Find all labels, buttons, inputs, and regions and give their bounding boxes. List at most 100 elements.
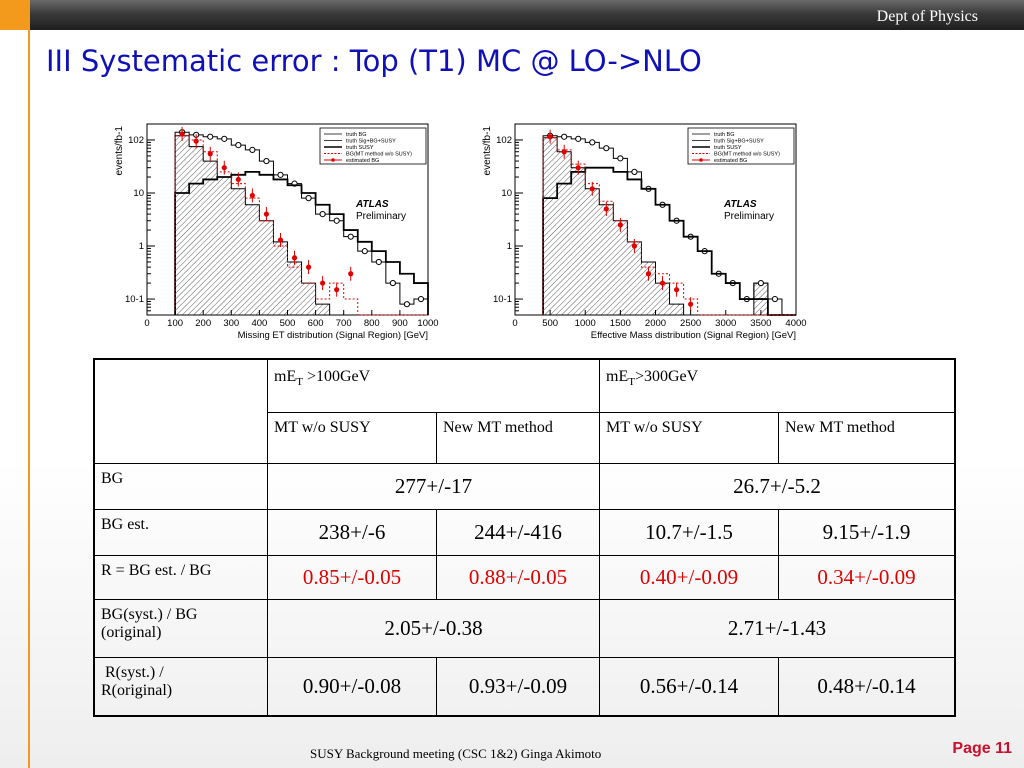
atlas-label: ATLAS bbox=[355, 199, 389, 210]
estimated-bg-point bbox=[249, 192, 255, 199]
table-cell: 10.7+/-1.5 bbox=[599, 509, 779, 556]
table-row-r: R = BG est. / BG 0.85+/-0.05 0.88+/-0.05… bbox=[93, 555, 956, 600]
x-tick-label: 4000 bbox=[785, 318, 806, 329]
estimated-bg-point bbox=[589, 186, 595, 192]
x-tick-label: 2500 bbox=[680, 318, 701, 329]
x-axis-label: Missing ET distribution (Signal Region) … bbox=[238, 330, 428, 340]
row-label: R(syst.) / R(original) bbox=[93, 657, 268, 716]
table-cell: 0.56+/-0.14 bbox=[599, 657, 779, 716]
open-point bbox=[347, 233, 354, 240]
legend-label: estimated BG bbox=[714, 158, 747, 164]
estimated-bg-point bbox=[348, 271, 354, 277]
estimated-bg-point bbox=[617, 222, 623, 228]
open-point bbox=[235, 142, 242, 149]
estimated-bg-point bbox=[207, 151, 213, 157]
slide-title: III Systematic error : Top (T1) MC @ LO-… bbox=[46, 44, 702, 78]
results-table: mET >100GeV mET>300GeV MT w/o SUSY New M… bbox=[93, 358, 956, 717]
x-tick-label: 200 bbox=[195, 318, 211, 329]
estimated-bg-point bbox=[575, 165, 581, 171]
header-meff-rest: >300GeV bbox=[634, 368, 699, 385]
header-met-cell: mET >100GeV bbox=[267, 358, 600, 413]
row-label-line: (original) bbox=[101, 624, 162, 641]
x-tick-label: 300 bbox=[223, 318, 239, 329]
open-point bbox=[561, 133, 568, 140]
open-point bbox=[389, 279, 396, 287]
x-tick-label: 1500 bbox=[610, 318, 631, 329]
table-cell: 2.71+/-1.43 bbox=[599, 599, 956, 658]
open-point bbox=[207, 133, 214, 140]
estimated-bg-point bbox=[603, 206, 609, 212]
y-tick-label: 1 bbox=[139, 241, 144, 252]
estimated-bg-point bbox=[291, 255, 298, 261]
open-point bbox=[277, 171, 284, 178]
table-cell-highlight: 0.34+/-0.09 bbox=[778, 555, 956, 600]
table-cell: 238+/-6 bbox=[267, 509, 437, 556]
subheader-cell: MT w/o SUSY bbox=[599, 412, 779, 464]
row-label: BG(syst.) / BG (original) bbox=[93, 599, 268, 658]
open-point bbox=[249, 146, 256, 153]
open-point bbox=[575, 135, 582, 142]
estimated-bg-point bbox=[320, 280, 326, 286]
y-tick-label: 10-1 bbox=[493, 294, 512, 305]
estimated-bg-point bbox=[277, 237, 284, 243]
legend-label: BG(MT method w/o SUSY) bbox=[346, 152, 412, 158]
table-cell: 2.05+/-0.38 bbox=[267, 599, 600, 658]
y-axis-label: events/fb-1 bbox=[482, 126, 493, 176]
footer-text: SUSY Background meeting (CSC 1&2) Ginga … bbox=[310, 746, 602, 761]
header-accent bbox=[0, 0, 30, 30]
estimated-bg-point bbox=[631, 243, 638, 249]
open-point bbox=[375, 258, 382, 266]
x-axis-label: Effective Mass distribution (Signal Regi… bbox=[591, 330, 796, 340]
open-point bbox=[603, 145, 610, 152]
header-met-label: mE bbox=[274, 368, 297, 385]
table-cell: 0.90+/-0.08 bbox=[267, 657, 437, 716]
open-point bbox=[417, 295, 425, 303]
estimated-bg-point bbox=[221, 165, 227, 171]
table-row-bg-syst: BG(syst.) / BG (original) 2.05+/-0.38 2.… bbox=[93, 599, 956, 658]
legend-swatch-point bbox=[331, 158, 335, 162]
subheader-cell: New MT method bbox=[436, 412, 600, 464]
row-label-line: BG(syst.) / BG bbox=[101, 606, 198, 623]
y-tick-label: 102 bbox=[496, 135, 512, 146]
open-point bbox=[263, 157, 270, 165]
x-tick-label: 500 bbox=[542, 318, 558, 329]
open-point bbox=[617, 155, 624, 162]
open-point bbox=[221, 135, 228, 142]
legend-swatch-point bbox=[699, 158, 703, 162]
legend-label: truth Sig+BG+SUSY bbox=[714, 139, 764, 145]
open-point bbox=[333, 217, 340, 224]
series-bg-mt-method bbox=[174, 135, 428, 316]
header-met-rest: >100GeV bbox=[302, 368, 371, 385]
estimated-bg-point bbox=[561, 149, 567, 155]
subheader-cell: MT w/o SUSY bbox=[267, 412, 437, 464]
x-tick-label: 600 bbox=[308, 318, 324, 329]
page-number: Page 11 bbox=[952, 740, 1012, 757]
estimated-bg-point bbox=[193, 138, 199, 144]
header-bar: Dept of Physics bbox=[0, 0, 1024, 30]
legend-label: truth Sig+BG+SUSY bbox=[346, 139, 396, 145]
legend-label: estimated BG bbox=[346, 158, 379, 164]
legend-label: truth BG bbox=[714, 132, 734, 138]
x-tick-label: 1000 bbox=[417, 318, 438, 329]
x-tick-label: 400 bbox=[251, 318, 267, 329]
table-row-bg: BG 277+/-17 26.7+/-5.2 bbox=[93, 463, 956, 510]
table-cell: 0.48+/-0.14 bbox=[778, 657, 956, 716]
open-point bbox=[361, 248, 368, 255]
header-meff-cell: mET>300GeV bbox=[599, 358, 956, 413]
atlas-label: ATLAS bbox=[723, 199, 757, 210]
x-tick-label: 0 bbox=[144, 318, 149, 329]
estimated-bg-point bbox=[179, 131, 185, 137]
estimated-bg-point bbox=[305, 264, 312, 270]
x-tick-label: 700 bbox=[336, 318, 352, 329]
left-accent-line bbox=[28, 30, 30, 768]
open-point bbox=[403, 301, 411, 308]
missing-et-svg: 0 100 200 300 400 500 600 700 800 900 1000 10-1 1 10 1… bbox=[114, 123, 439, 340]
table-cell: 26.7+/-5.2 bbox=[599, 463, 956, 510]
row-label: BG est. bbox=[93, 509, 268, 556]
y-tick-label: 10-1 bbox=[125, 294, 144, 305]
effective-mass-plot: 0 500 1000 1500 2000 2500 3000 3500 4000 10-1 1 10 1… bbox=[478, 104, 829, 340]
table-cell: 277+/-17 bbox=[267, 463, 600, 510]
y-tick-label: 1 bbox=[507, 241, 512, 252]
open-point bbox=[757, 279, 764, 287]
table-cell-highlight: 0.40+/-0.09 bbox=[599, 555, 779, 600]
